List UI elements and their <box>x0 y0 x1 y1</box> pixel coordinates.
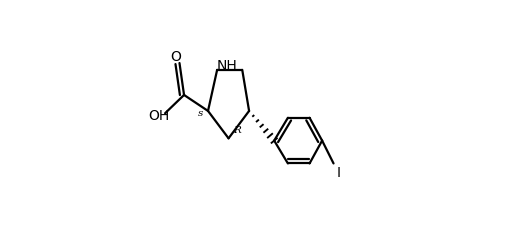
Text: R: R <box>233 126 241 135</box>
Text: OH: OH <box>148 109 169 122</box>
Text: s: s <box>197 109 203 118</box>
Text: I: I <box>337 166 341 180</box>
Text: O: O <box>170 50 181 64</box>
Text: NH: NH <box>217 59 238 73</box>
